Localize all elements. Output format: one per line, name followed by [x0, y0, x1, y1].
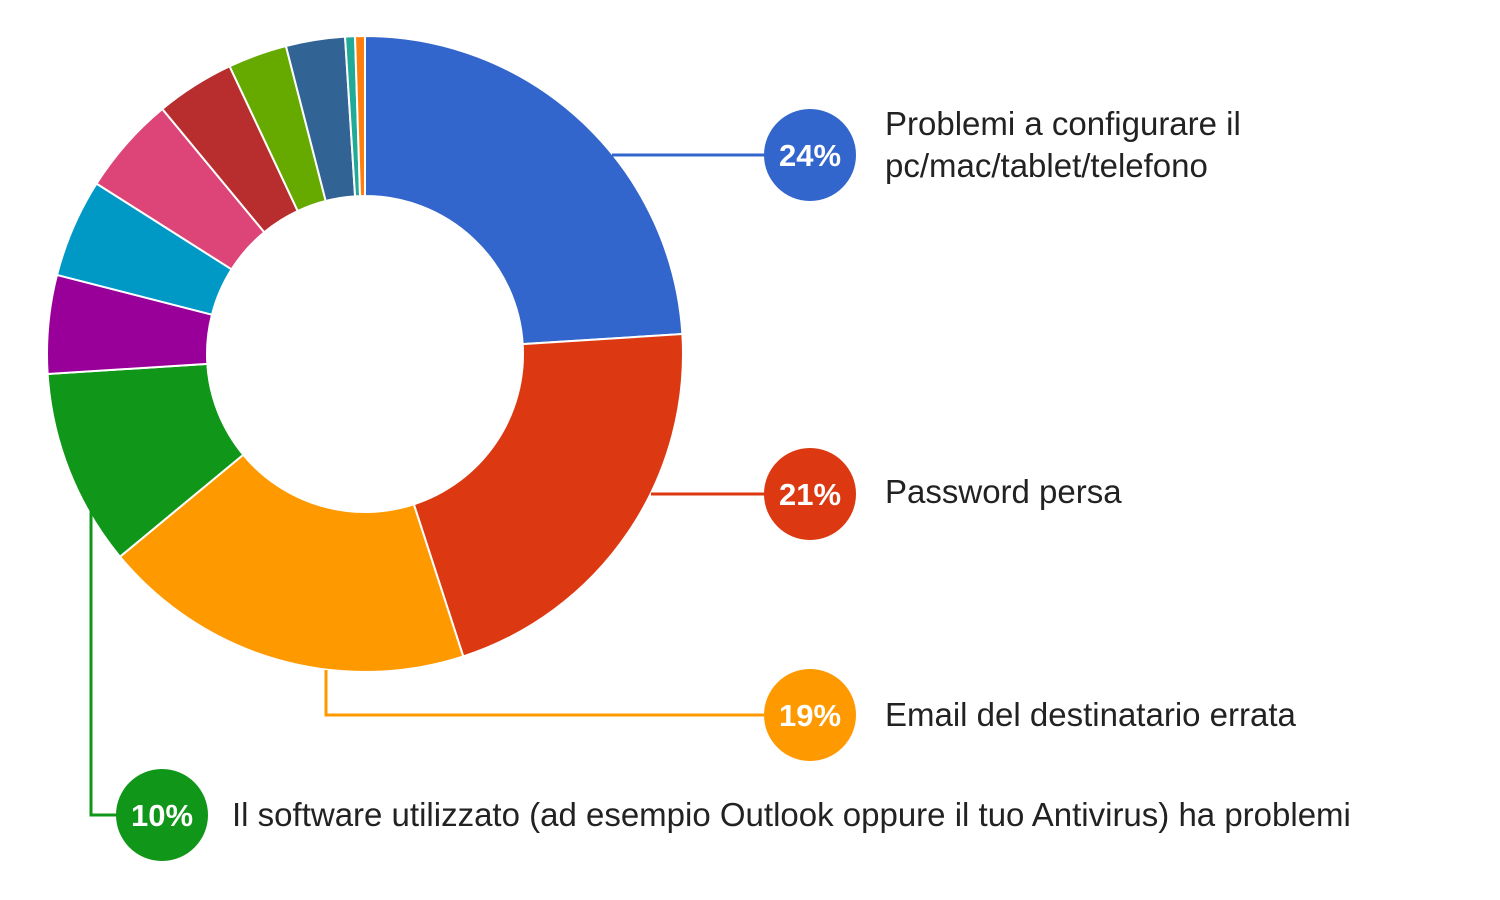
callout-label: Il software utilizzato (ad esempio Outlo…	[232, 796, 1351, 833]
percent-label: 24%	[779, 138, 841, 173]
callout-leader-line	[324, 670, 765, 717]
callout-label: Password persa	[885, 473, 1122, 510]
percent-badge	[764, 448, 856, 540]
percent-badge	[116, 769, 208, 861]
callout-label: pc/mac/tablet/telefono	[885, 147, 1208, 184]
callout-leader-line	[89, 505, 117, 817]
percent-badge	[764, 109, 856, 201]
callout-label: Email del destinatario errata	[885, 696, 1297, 733]
percent-label: 21%	[779, 477, 841, 512]
percent-label: 19%	[779, 698, 841, 733]
slices-layer	[46, 34, 684, 673]
leaders-layer	[89, 153, 765, 817]
slice-12[interactable]	[353, 34, 366, 198]
slice-problemi-a-configurare-il-pc-mac-tablet-[interactable]	[364, 34, 684, 346]
percent-badge	[764, 669, 856, 761]
percent-label: 10%	[131, 798, 193, 833]
callout-label: Problemi a configurare il	[885, 105, 1241, 142]
callouts-layer: 24% Problemi a configurare il pc/mac/table…	[116, 105, 1351, 861]
slice-password-persa[interactable]	[412, 332, 684, 658]
slice-email-del-destinatario-errata[interactable]	[118, 453, 465, 673]
